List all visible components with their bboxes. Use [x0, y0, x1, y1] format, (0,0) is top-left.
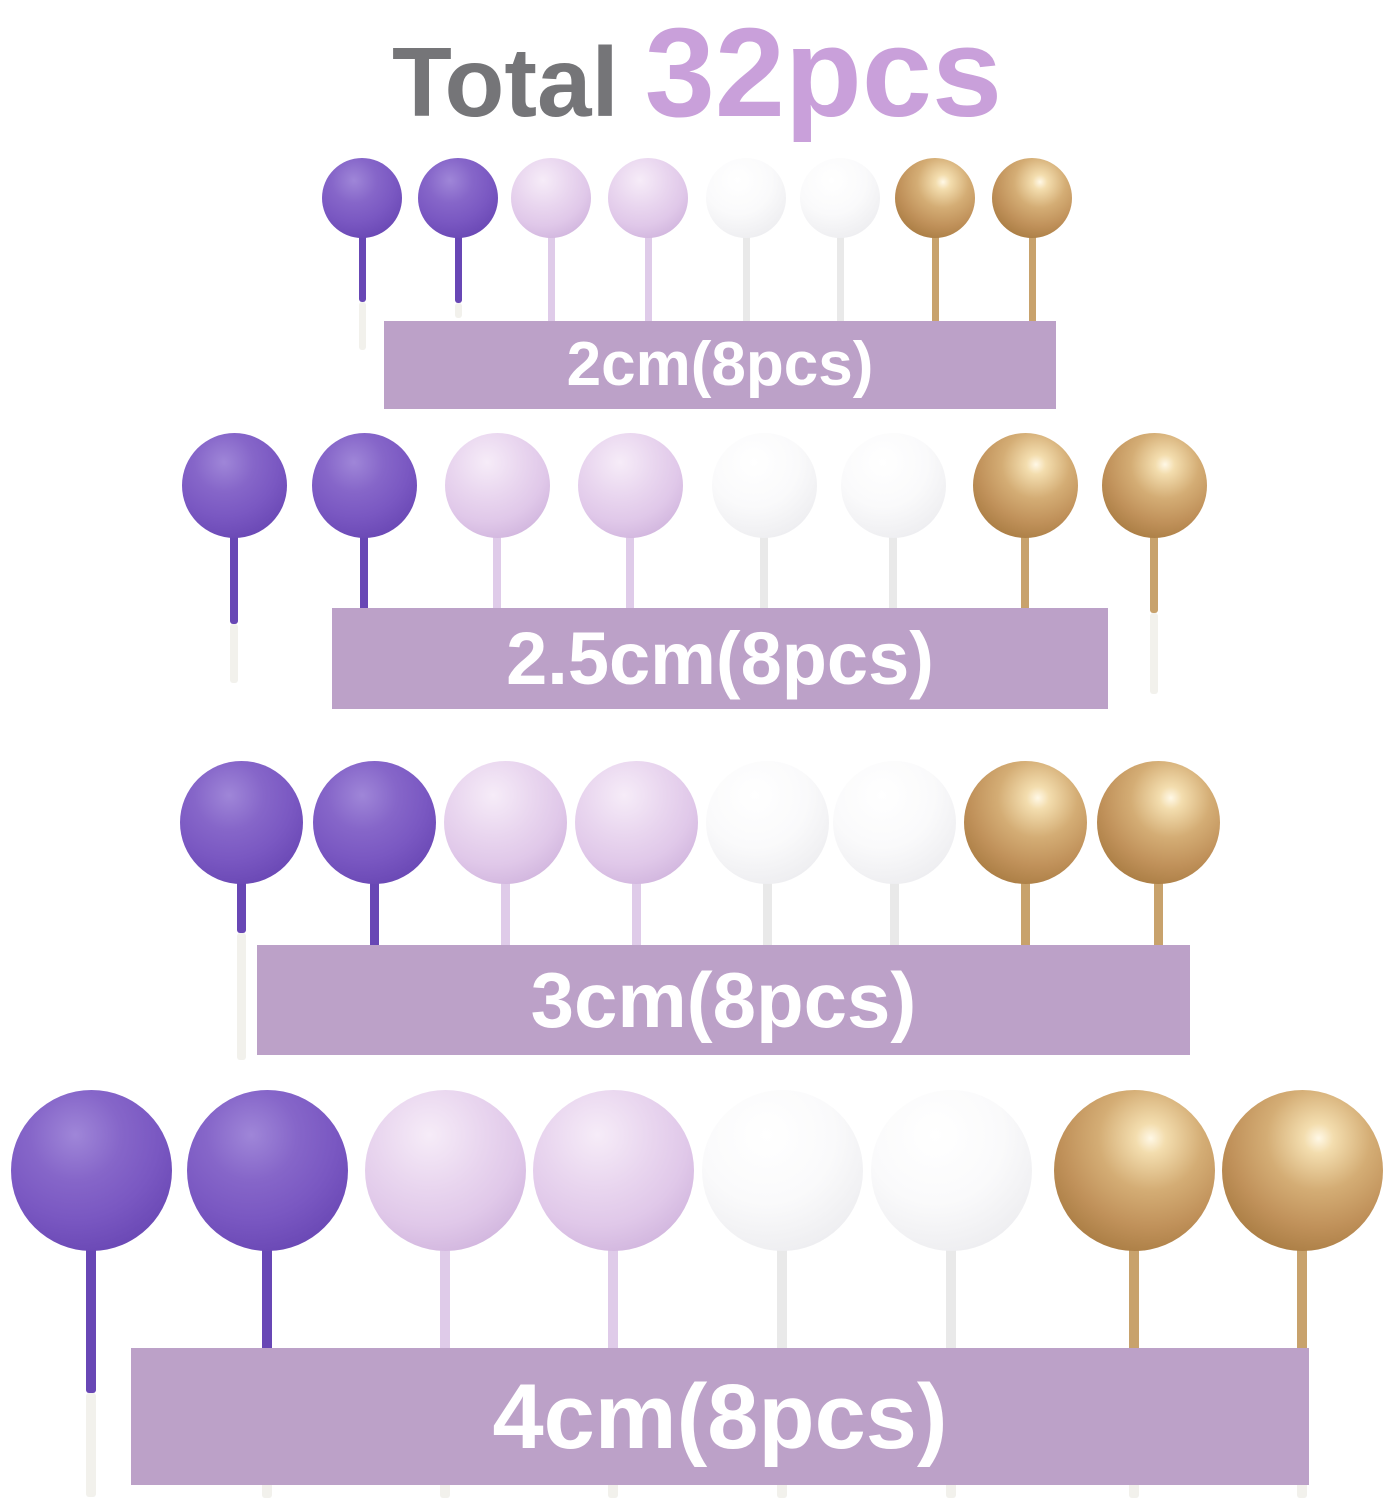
- ball-gold: [1053, 1089, 1215, 1251]
- ball-purple: [179, 760, 303, 884]
- stick-lilac: [631, 877, 641, 978]
- stick-lilac: [500, 877, 510, 978]
- ball-white: [701, 1089, 863, 1251]
- ball-lilac: [364, 1089, 526, 1251]
- size-band-2-5cm: 2.5cm(8pcs): [332, 608, 1108, 709]
- size-band-label: 4cm(8pcs): [492, 1365, 948, 1468]
- ball-white: [832, 760, 956, 884]
- stick-tip: [1150, 613, 1158, 694]
- stick-white: [762, 877, 772, 978]
- ball-gold: [1096, 760, 1220, 884]
- stick-gold: [1129, 1244, 1139, 1400]
- ball-purple: [186, 1089, 348, 1251]
- page-title: Total 32pcs: [0, 0, 1394, 143]
- ball-gold: [1221, 1089, 1383, 1251]
- size-band-label: 3cm(8pcs): [530, 956, 917, 1044]
- ball-purple: [322, 158, 402, 238]
- size-band-label: 2.5cm(8pcs): [506, 616, 934, 700]
- stick-gold: [1028, 232, 1036, 331]
- ball-gold: [963, 760, 1087, 884]
- stick-white: [836, 232, 844, 331]
- stick-purple: [454, 232, 462, 303]
- ball-white: [711, 432, 817, 538]
- size-band-4cm: 4cm(8pcs): [131, 1348, 1309, 1485]
- ball-purple: [10, 1089, 172, 1251]
- ball-white: [870, 1089, 1032, 1251]
- title-count-text: 32pcs: [644, 2, 1003, 143]
- stick-white: [889, 531, 897, 632]
- ball-lilac: [444, 432, 550, 538]
- stick-purple: [262, 1244, 272, 1400]
- size-band-2cm: 2cm(8pcs): [384, 321, 1056, 409]
- ball-white: [705, 760, 829, 884]
- ball-white: [800, 158, 880, 238]
- ball-purple: [181, 432, 287, 538]
- ball-gold: [895, 158, 975, 238]
- stick-purple: [236, 877, 246, 933]
- stick-lilac: [608, 1244, 618, 1400]
- ball-gold: [1101, 432, 1207, 538]
- stick-gold: [1020, 877, 1030, 978]
- ball-purple: [312, 760, 436, 884]
- ball-gold: [972, 432, 1078, 538]
- stick-white: [946, 1244, 956, 1400]
- stick-white: [760, 531, 768, 632]
- stick-gold: [1153, 877, 1163, 978]
- ball-purple: [311, 432, 417, 538]
- stick-purple: [369, 877, 379, 978]
- stick-gold: [1021, 531, 1029, 632]
- ball-lilac: [608, 158, 688, 238]
- stick-gold: [931, 232, 939, 331]
- stick-gold: [1150, 531, 1158, 613]
- ball-lilac: [511, 158, 591, 238]
- stick-white: [742, 232, 750, 331]
- size-band-label: 2cm(8pcs): [566, 330, 874, 399]
- stick-purple: [358, 232, 366, 302]
- stick-lilac: [626, 531, 634, 632]
- ball-gold: [992, 158, 1072, 238]
- stick-tip: [236, 933, 246, 1060]
- ball-white: [840, 432, 946, 538]
- stick-lilac: [440, 1244, 450, 1400]
- stick-lilac: [547, 232, 555, 331]
- ball-white: [706, 158, 786, 238]
- stick-lilac: [493, 531, 501, 632]
- stick-gold: [1297, 1244, 1307, 1400]
- stick-tip: [86, 1393, 96, 1497]
- stick-white: [777, 1244, 787, 1400]
- ball-lilac: [443, 760, 567, 884]
- stick-tip: [454, 303, 462, 318]
- stick-purple: [86, 1244, 96, 1393]
- stick-purple: [230, 531, 238, 624]
- size-band-3cm: 3cm(8pcs): [257, 945, 1190, 1055]
- ball-purple: [418, 158, 498, 238]
- title-total-text: Total: [391, 27, 619, 137]
- stick-tip: [358, 302, 366, 350]
- ball-lilac: [577, 432, 683, 538]
- ball-lilac: [574, 760, 698, 884]
- ball-lilac: [532, 1089, 694, 1251]
- stick-tip: [230, 624, 238, 683]
- stick-white: [889, 877, 899, 978]
- stick-lilac: [644, 232, 652, 331]
- stick-purple: [360, 531, 368, 632]
